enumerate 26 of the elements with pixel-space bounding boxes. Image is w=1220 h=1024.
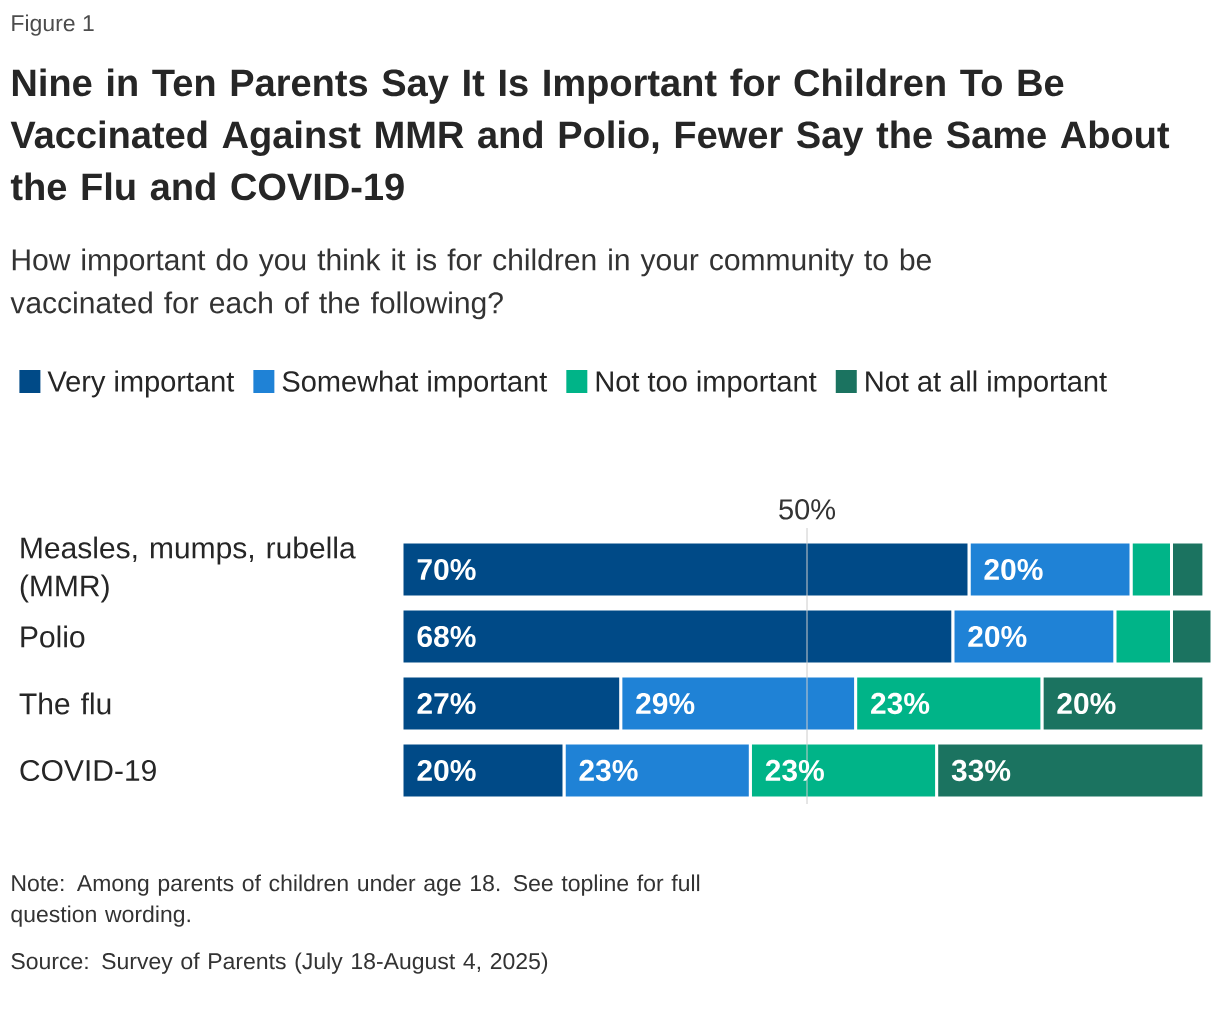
data-label: 70% [417, 558, 476, 581]
chart-subtitle: How important do you think it is for children in your community to be vaccinated for each of the following? [10, 248, 931, 320]
y-tick-label: The flu [19, 692, 111, 715]
data-label: 20% [1057, 692, 1116, 715]
caption: Figure 1 [12, 14, 94, 36]
data-label: 23% [579, 759, 638, 782]
y-tick-label: Polio [21, 625, 85, 648]
data-label: 20% [417, 759, 476, 782]
data-label: 29% [636, 692, 695, 715]
y-tick-label: COVID-19 [20, 759, 156, 782]
source-note: Source: Survey of Parents (July 18-August 4, 2025) [11, 952, 548, 974]
y-tick-label: Measles, mumps, rubella (MMR) [20, 536, 356, 603]
data-label: 33% [951, 759, 1011, 782]
data-label: 20% [984, 558, 1043, 581]
data-label: 68% [417, 625, 476, 648]
text: Note: Among parents of children under age 18. See topline for full question wording. [11, 874, 700, 927]
data-label: 23% [765, 759, 824, 782]
legend-label: Very important [47, 370, 235, 398]
data-label: 23% [871, 692, 930, 715]
legend-label: Not too important [596, 370, 817, 398]
chart-title: Nine in Ten Parents Say It Is Important for Children To Be Vaccinated Against MMR and Polio, Fewer Say the Same About the Flu and COVID-19 [10, 68, 1170, 201]
ref-line-label: 50% [779, 499, 836, 520]
data-label: 27% [417, 692, 476, 715]
data-label: 20% [968, 625, 1027, 648]
legend-label: Somewhat important [282, 370, 548, 398]
legend-label: Not at all important [866, 370, 1107, 398]
